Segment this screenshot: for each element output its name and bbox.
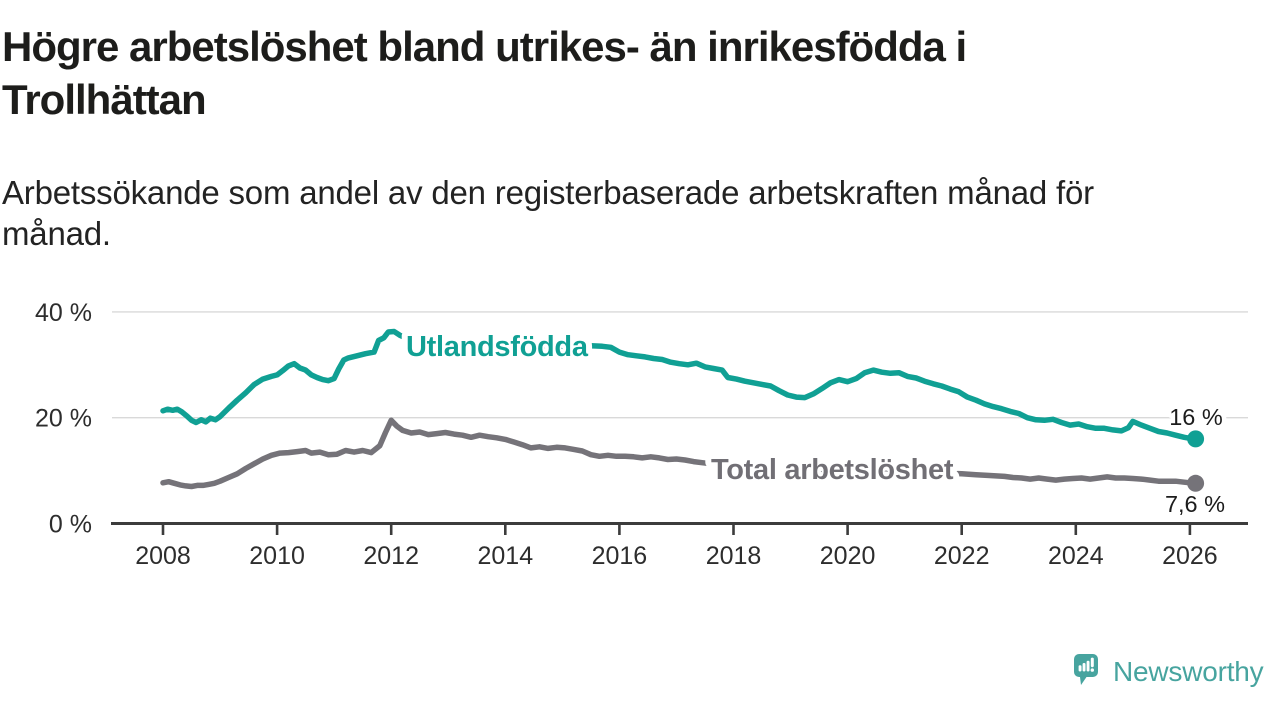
- chart-subtitle: Arbetssökande som andel av den registerb…: [2, 174, 1094, 252]
- x-tick-label-2008: 2008: [135, 542, 191, 570]
- newsworthy-logo: Newsworthy: [1074, 654, 1264, 688]
- page-title: Högre arbetslöshet bland utrikes- än inr…: [2, 23, 967, 123]
- x-tick-label-2018: 2018: [706, 542, 762, 570]
- newsworthy-logo-text: Newsworthy: [1113, 656, 1264, 687]
- end-value-label-total: 7,6 %: [1165, 491, 1225, 517]
- series-label-total: Total arbetslöshet: [711, 454, 954, 486]
- series-line-total: [160, 417, 1199, 490]
- x-tick-label-2016: 2016: [592, 542, 648, 570]
- end-dot-utlandsfodda: [1187, 430, 1205, 448]
- newsworthy-speech-bubble-bar-chart-icon: [1074, 654, 1098, 685]
- x-tick-label-2012: 2012: [363, 542, 419, 570]
- y-tick-label-20: 20 %: [35, 405, 92, 433]
- end-value-label-utlandsfodda: 16 %: [1169, 404, 1223, 430]
- x-tick-label-2022: 2022: [934, 542, 990, 570]
- series-line-utlandsfodda: [160, 328, 1199, 442]
- x-tick-label-2020: 2020: [820, 542, 876, 570]
- series-label-utlandsfodda: Utlandsfödda: [406, 331, 589, 363]
- x-tick-label-2026: 2026: [1162, 542, 1218, 570]
- x-tick-label-2010: 2010: [249, 542, 305, 570]
- y-tick-label-40: 40 %: [35, 299, 92, 327]
- x-tick-label-2014: 2014: [477, 542, 533, 570]
- y-tick-label-0: 0 %: [49, 511, 92, 539]
- x-tick-label-2024: 2024: [1048, 542, 1104, 570]
- end-dot-total: [1187, 474, 1205, 492]
